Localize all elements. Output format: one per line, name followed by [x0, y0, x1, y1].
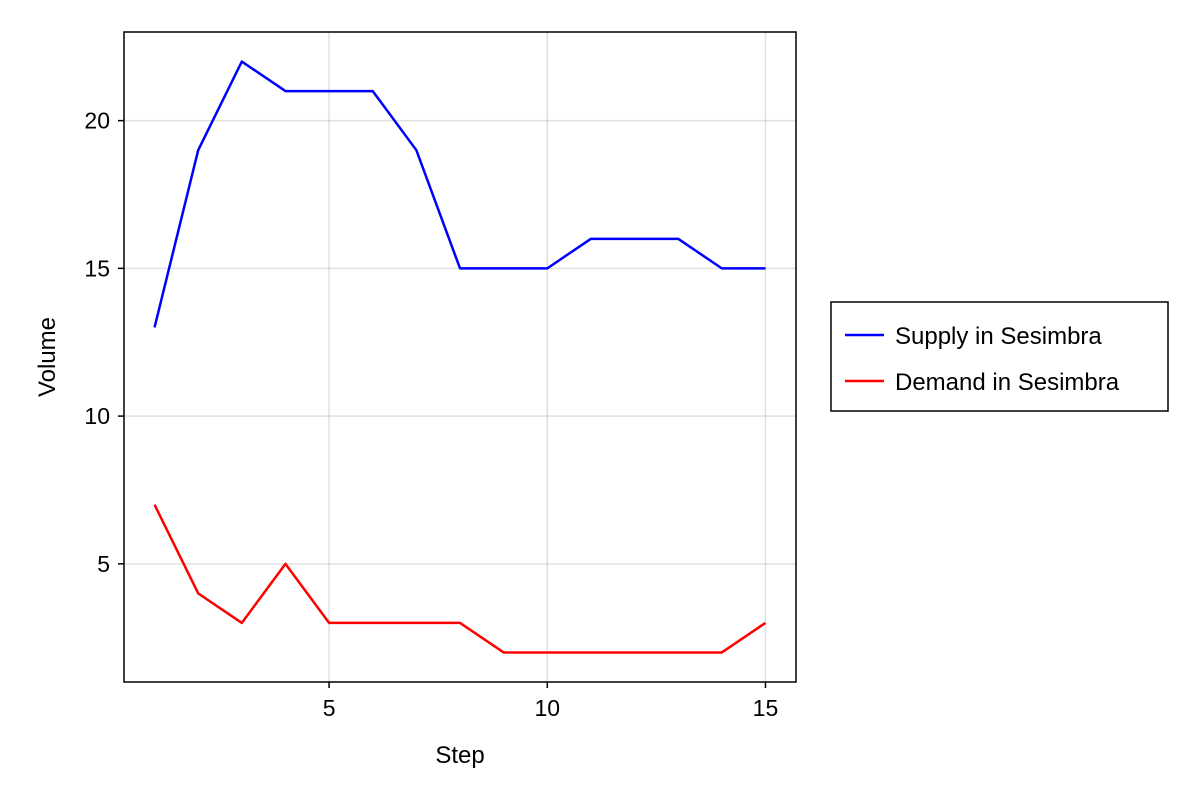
series-lines [153, 60, 767, 654]
axis-ticks: 5 10 15 5 10 15 20 [84, 108, 778, 721]
series-line-supply [153, 60, 766, 328]
x-tick-label: 10 [534, 695, 560, 721]
x-tick-label: 5 [323, 695, 336, 721]
plot-frame [123, 31, 797, 683]
y-tick-label: 15 [84, 255, 110, 281]
y-tick-label: 5 [97, 551, 110, 577]
series-line-demand [153, 504, 767, 654]
grid [124, 32, 796, 682]
y-axis-title: Volume [34, 317, 61, 397]
legend-frame [830, 301, 1169, 412]
legend-label-supply: Supply in Sesimbra [895, 323, 1102, 350]
legend: Supply in Sesimbra Demand in Sesimbra [830, 301, 1169, 412]
x-axis-title: Step [435, 742, 484, 769]
legend-label-demand: Demand in Sesimbra [895, 369, 1120, 396]
y-tick-label: 10 [84, 403, 110, 429]
y-tick-label: 20 [84, 108, 110, 134]
x-tick-label: 15 [753, 695, 779, 721]
